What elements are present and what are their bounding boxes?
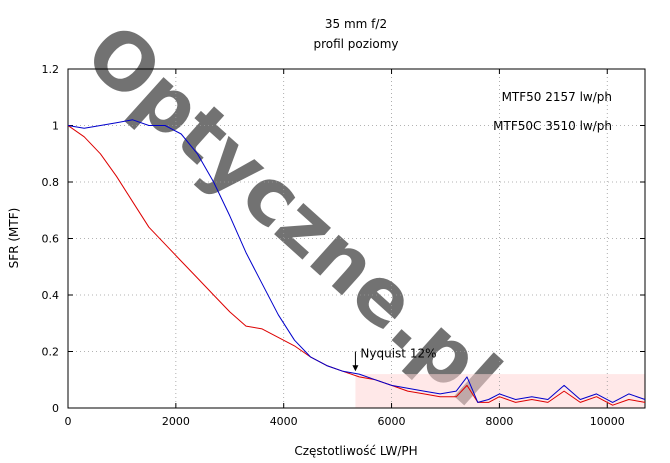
y-tick-label: 0.4 bbox=[42, 289, 60, 302]
y-tick-label: 0.8 bbox=[42, 176, 60, 189]
x-tick-label: 6000 bbox=[378, 415, 406, 428]
nyquist-annotation: Nyquist 12% bbox=[360, 347, 436, 361]
chart-title: 35 mm f/2 bbox=[325, 17, 387, 31]
x-tick-label: 10000 bbox=[590, 415, 625, 428]
y-tick-label: 1 bbox=[52, 120, 59, 133]
chart-subtitle: profil poziomy bbox=[313, 37, 398, 51]
mtf50c-annotation: MTF50C 3510 lw/ph bbox=[493, 119, 612, 133]
ticks: 0 2000 4000 6000 8000 10000 0 0.2 0.4 0.6 0.8 1 1.2 bbox=[42, 63, 645, 428]
x-tick-label: 8000 bbox=[485, 415, 513, 428]
y-axis-title: SFR (MTF) bbox=[7, 208, 21, 269]
mtf50-annotation: MTF50 2157 lw/ph bbox=[502, 90, 612, 104]
grid bbox=[68, 69, 645, 408]
x-tick-label: 0 bbox=[65, 415, 72, 428]
x-tick-label: 4000 bbox=[270, 415, 298, 428]
y-tick-label: 0.6 bbox=[42, 233, 60, 246]
x-axis-title: Częstotliwość LW/PH bbox=[294, 444, 417, 458]
y-tick-label: 0 bbox=[52, 402, 59, 415]
y-tick-label: 0.2 bbox=[42, 346, 60, 359]
series-group bbox=[67, 119, 646, 406]
x-tick-label: 2000 bbox=[162, 415, 190, 428]
nyquist-shaded-region bbox=[355, 374, 645, 408]
series-red-line bbox=[67, 125, 646, 406]
nyquist-arrow-head bbox=[352, 365, 359, 372]
y-tick-label: 1.2 bbox=[42, 63, 60, 76]
series-blue-line bbox=[67, 119, 646, 403]
watermark: Optyczne.pl bbox=[68, 7, 517, 424]
